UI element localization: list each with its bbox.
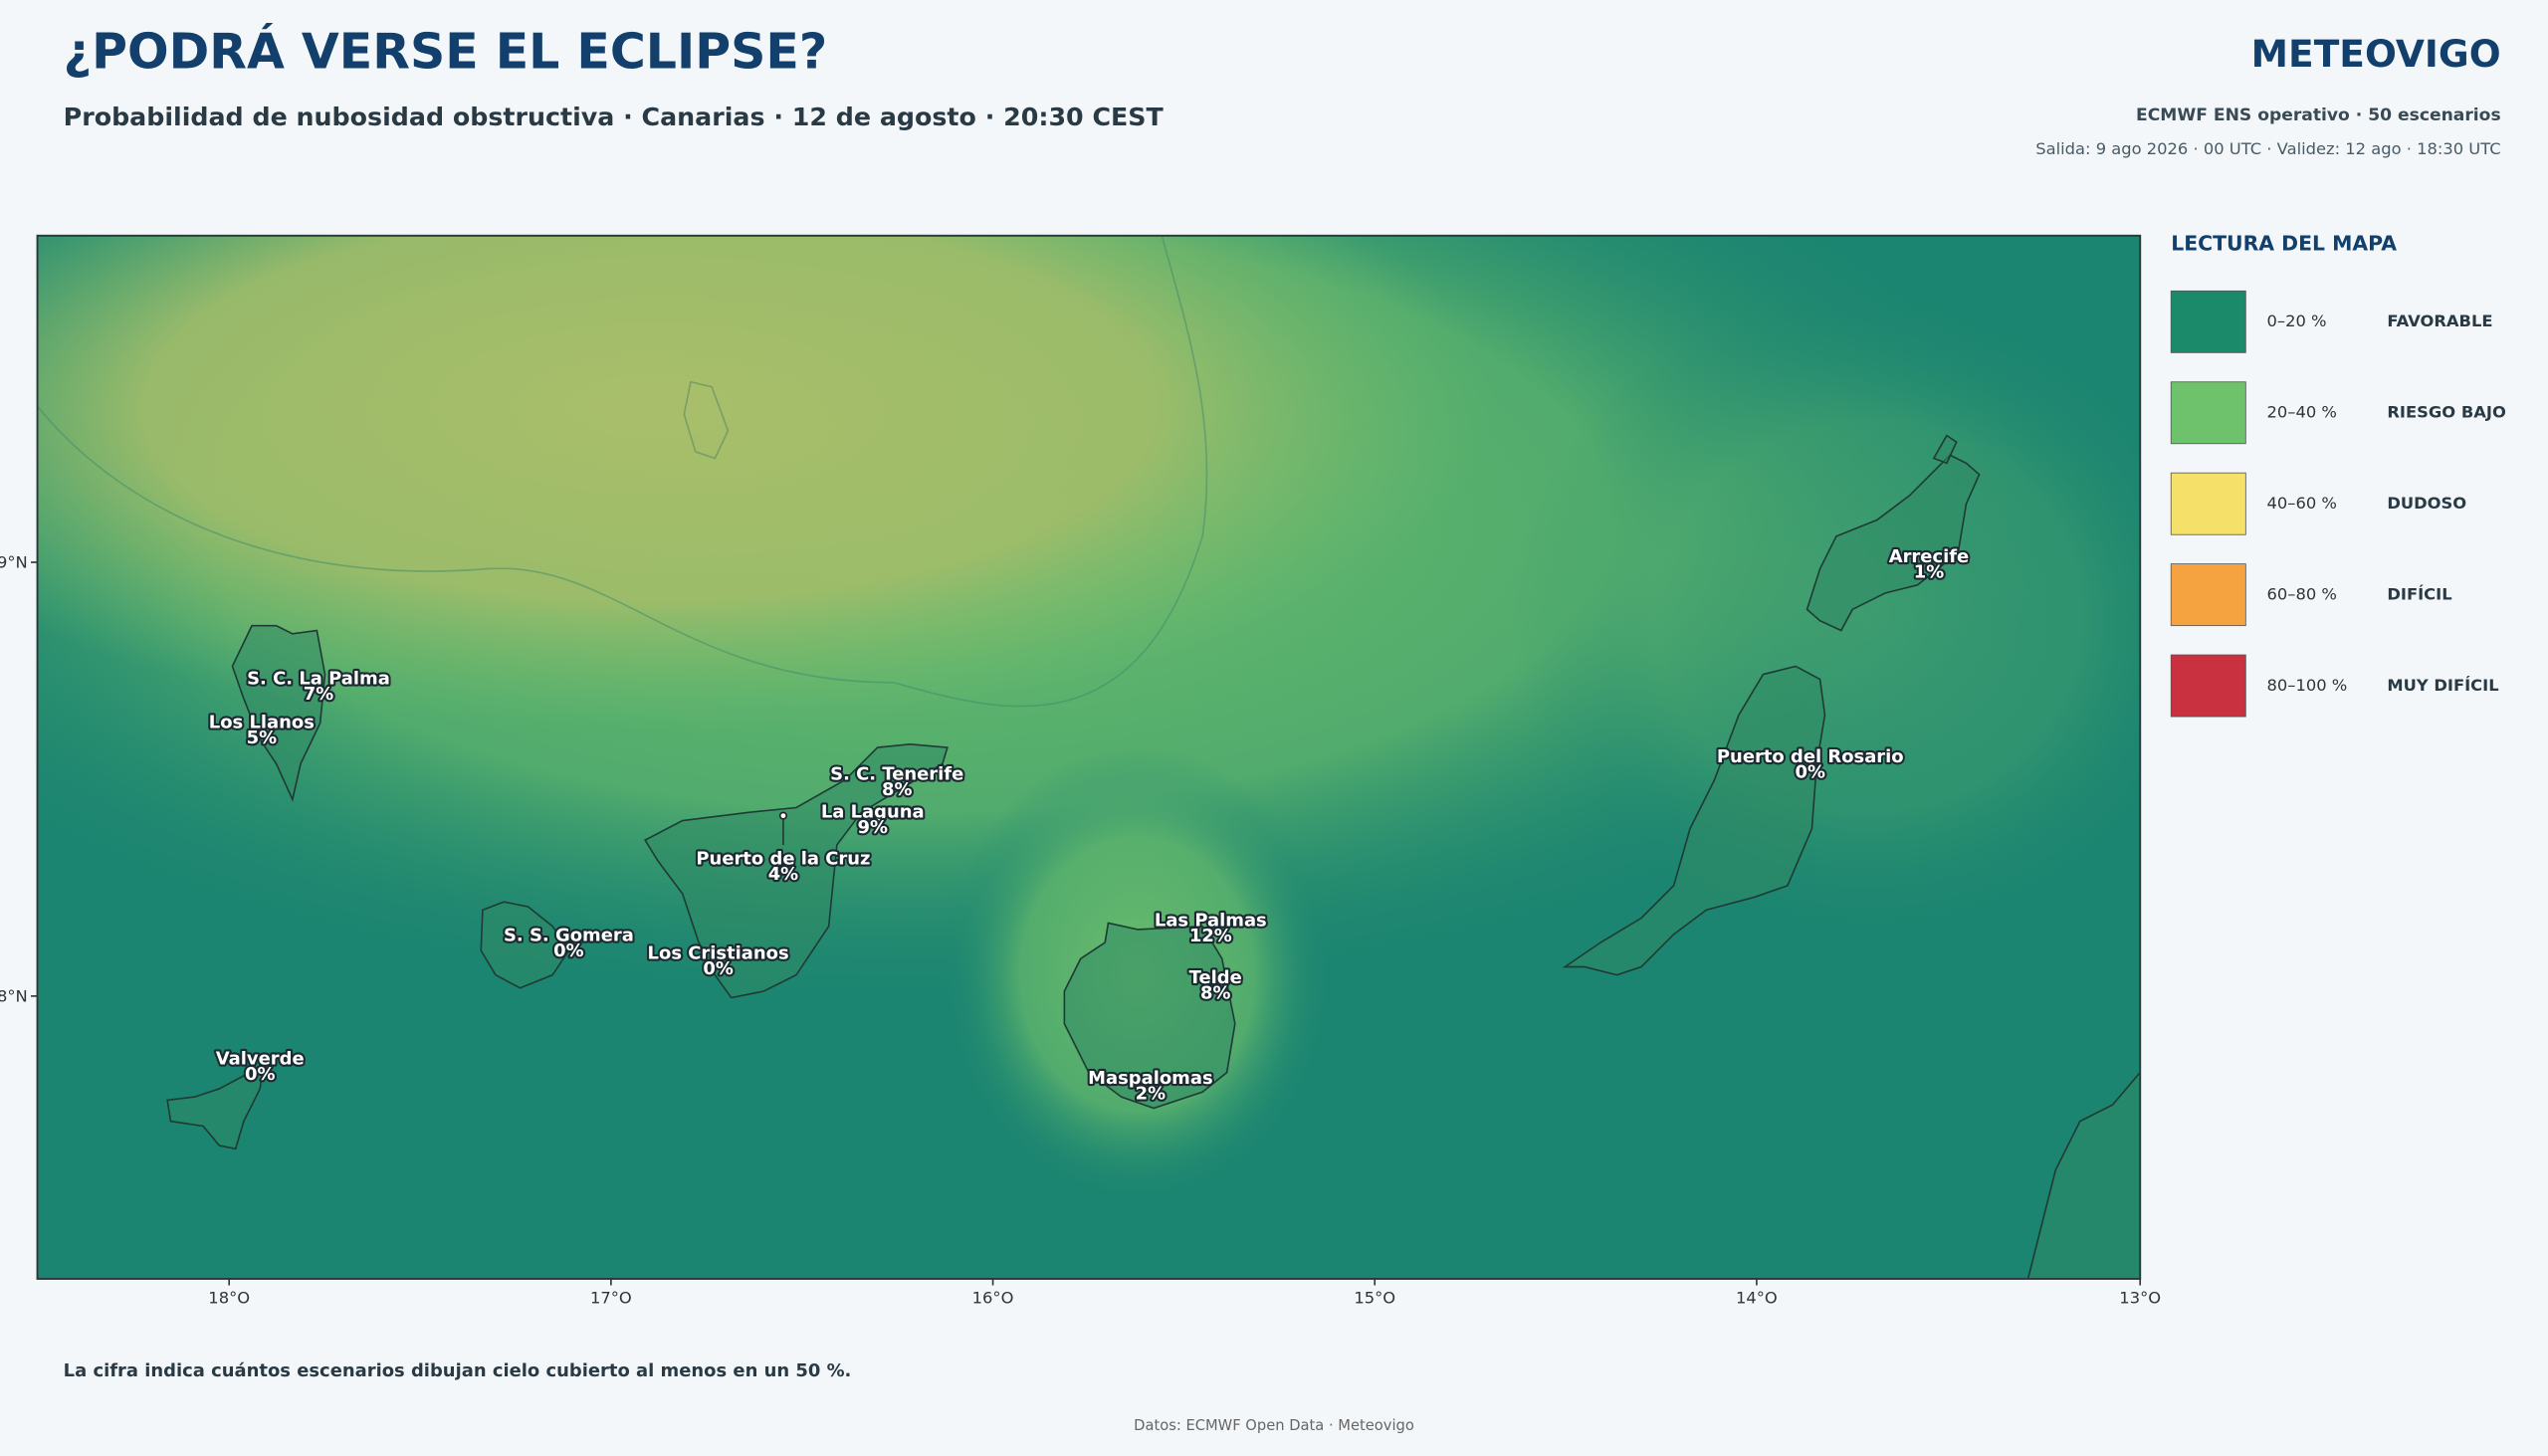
subtitle: Probabilidad de nubosidad obstructiva · … [64, 103, 1165, 131]
validity-line: Salida: 9 ago 2026 · 00 UTC · Validez: 1… [2035, 139, 2500, 158]
city-name: Valverde [216, 1048, 305, 1069]
city-percent: 4% [768, 864, 798, 885]
x-tick-label: 14°O [1736, 1288, 1778, 1307]
island-fuerteventura [1562, 665, 1826, 976]
city-name: Arrecife [1889, 546, 1970, 567]
legend-label: MUY DIFÍCIL [2387, 676, 2498, 695]
island-tenerife [644, 743, 949, 999]
map-frame [36, 234, 2142, 1280]
x-tick-label: 13°O [2119, 1288, 2161, 1307]
contour [683, 380, 730, 460]
city-percent: 0% [553, 940, 583, 961]
city-percent: 1% [1914, 561, 1944, 582]
legend-label: RIESGO BAJO [2387, 403, 2506, 422]
city-percent: 2% [1136, 1084, 1166, 1105]
city-percent: 12% [1189, 926, 1232, 946]
legend-range: 80–100 % [2267, 676, 2348, 695]
x-tick-label: 16°O [972, 1288, 1014, 1307]
city-name: S. C. Tenerife [830, 764, 963, 785]
cloud-field [37, 235, 1495, 731]
city-name: Los Cristianos [648, 942, 789, 963]
legend-title: LECTURA DEL MAPA [2171, 231, 2397, 255]
contour [37, 235, 1208, 708]
credit: Datos: ECMWF Open Data · Meteovigo [1134, 1417, 1414, 1434]
legend-swatch [2170, 654, 2246, 718]
city-name: Puerto del Rosario [1717, 746, 1904, 767]
axis-ticks: 18°O 17°O 16°O 15°O 14°O 13°O 29°N 28°N [0, 553, 2161, 1308]
x-tick-label: 18°O [208, 1288, 250, 1307]
brand: METEOVIGO [2251, 32, 2501, 76]
city-name: S. S. Gomera [504, 925, 634, 945]
island-lanzarote [1805, 454, 1981, 632]
city-name: S. C. La Palma [247, 668, 390, 689]
cloud-field [1511, 293, 2141, 942]
island-el-hierro [166, 1062, 265, 1150]
legend-range: 40–60 % [2267, 494, 2337, 513]
x-tick-label: 17°O [590, 1288, 632, 1307]
legend-range: 60–80 % [2267, 585, 2337, 604]
title: ¿PODRÁ VERSE EL ECLIPSE? [64, 22, 828, 81]
city-name: Telde [1189, 967, 1242, 988]
footnote: La cifra indica cuántos escenarios dibuj… [64, 1360, 852, 1381]
city-percent: 8% [1200, 982, 1230, 1003]
islet [1932, 434, 1958, 465]
city-name: Maspalomas [1088, 1068, 1213, 1089]
city-percent: 5% [247, 728, 277, 748]
legend-swatch [2170, 381, 2246, 445]
island-la-gomera [480, 901, 570, 989]
city-name: Las Palmas [1155, 911, 1267, 932]
legend: 0–20 % FAVORABLE 20–40 % RIESGO BAJO 40–60 %… [2170, 290, 2506, 718]
legend-swatch [2170, 290, 2246, 353]
city-percent: 0% [703, 958, 733, 979]
city-dot [778, 811, 788, 820]
island-gran-canaria [1063, 922, 1236, 1110]
city-percent: 9% [858, 817, 888, 838]
y-tick-label: 29°N [0, 553, 28, 572]
x-tick-label: 15°O [1354, 1288, 1395, 1307]
model-line: ECMWF ENS operativo · 50 escenarios [2136, 105, 2501, 125]
legend-label: FAVORABLE [2387, 312, 2492, 330]
city-percent: 7% [304, 684, 333, 705]
legend-swatch [2170, 472, 2246, 535]
y-tick-label: 28°N [0, 987, 28, 1006]
city-name: Los Llanos [209, 713, 315, 733]
legend-label: DUDOSO [2387, 494, 2466, 513]
city-name: La Laguna [821, 801, 925, 822]
island-la-palma [231, 624, 326, 802]
city-name: Puerto de la Cruz [696, 849, 870, 870]
legend-label: DIFÍCIL [2387, 585, 2451, 604]
africa-coast [2026, 1071, 2141, 1279]
city-percent: 0% [1796, 761, 1825, 782]
legend-range: 0–20 % [2267, 312, 2327, 330]
legend-range: 20–40 % [2267, 403, 2337, 422]
city-percent: 0% [245, 1064, 275, 1085]
legend-swatch [2170, 563, 2246, 627]
city-percent: 8% [882, 779, 912, 800]
